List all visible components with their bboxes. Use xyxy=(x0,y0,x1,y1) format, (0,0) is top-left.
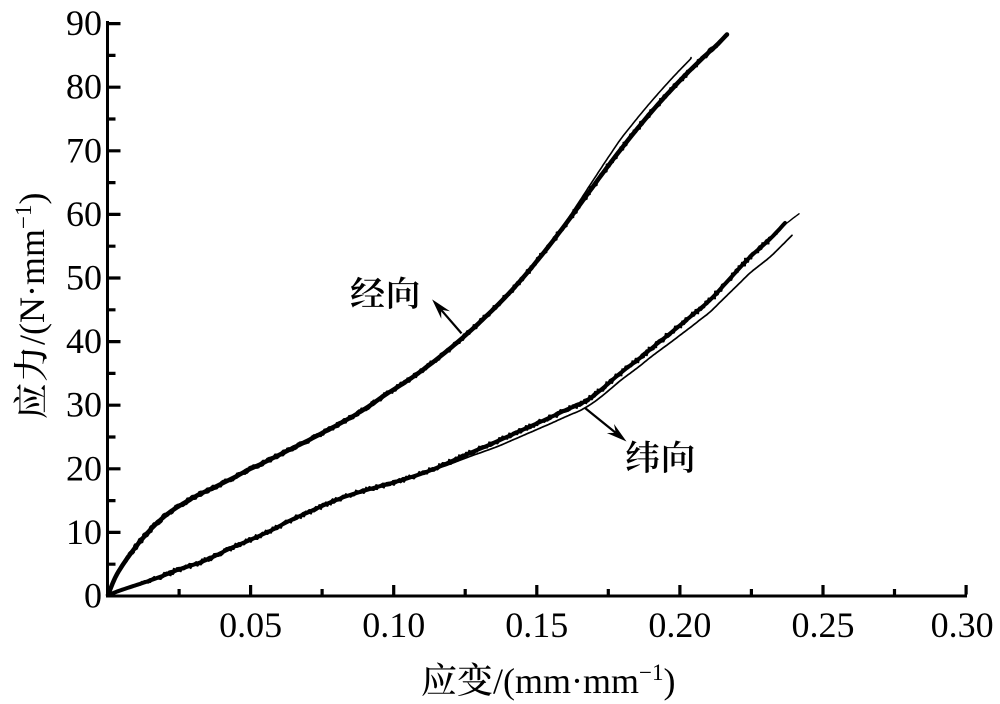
svg-text:0.10: 0.10 xyxy=(362,605,425,645)
svg-text:/(mm·mm−1): /(mm·mm−1) xyxy=(493,660,675,701)
svg-text:90: 90 xyxy=(66,3,102,43)
svg-text:20: 20 xyxy=(66,448,102,488)
svg-text:50: 50 xyxy=(66,258,102,298)
svg-text:70: 70 xyxy=(66,130,102,170)
svg-text:60: 60 xyxy=(66,194,102,234)
svg-text:30: 30 xyxy=(66,385,102,425)
svg-text:0: 0 xyxy=(84,576,102,616)
svg-text:0.15: 0.15 xyxy=(505,605,568,645)
svg-text:40: 40 xyxy=(66,321,102,361)
svg-text:0.05: 0.05 xyxy=(219,605,282,645)
svg-text:80: 80 xyxy=(66,67,102,107)
svg-text:0.25: 0.25 xyxy=(792,605,855,645)
svg-text:10: 10 xyxy=(66,512,102,552)
svg-text:0.30: 0.30 xyxy=(931,605,994,645)
svg-text:0.20: 0.20 xyxy=(648,605,711,645)
